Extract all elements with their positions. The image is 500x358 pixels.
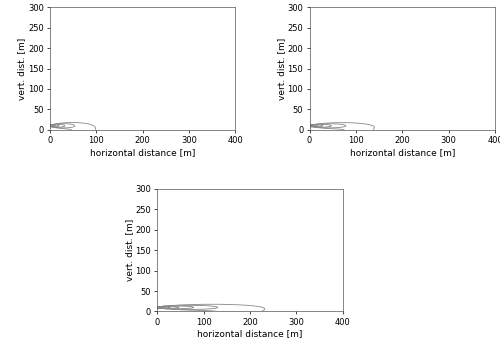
X-axis label: horizontal distance [m]: horizontal distance [m] [350,148,455,157]
X-axis label: horizontal distance [m]: horizontal distance [m] [90,148,196,157]
X-axis label: horizontal distance [m]: horizontal distance [m] [198,329,302,338]
Y-axis label: vert. dist. [m]: vert. dist. [m] [277,37,286,100]
Y-axis label: vert. dist. [m]: vert. dist. [m] [18,37,26,100]
Y-axis label: vert. dist. [m]: vert. dist. [m] [125,219,134,281]
